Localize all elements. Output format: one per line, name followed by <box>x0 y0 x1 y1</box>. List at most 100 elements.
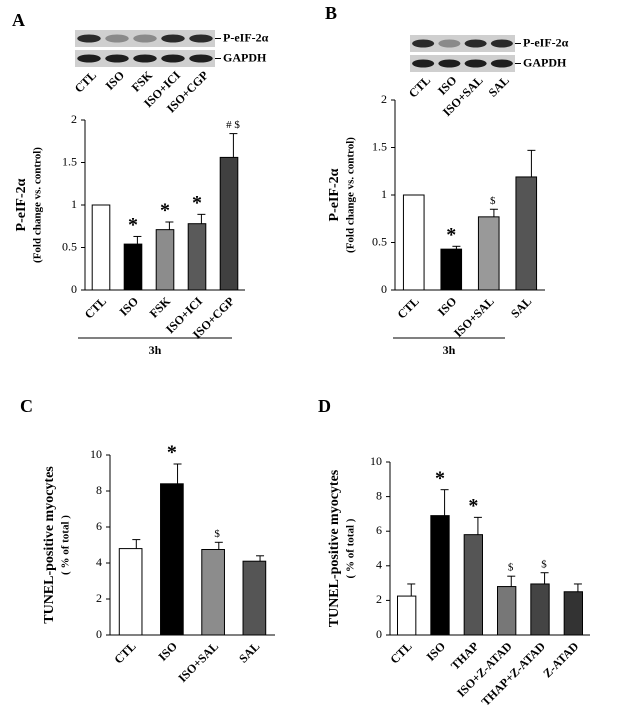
significance-mark: * <box>160 200 170 222</box>
blot-band <box>161 34 185 43</box>
bar <box>242 560 267 636</box>
y-tick-label: 4 <box>96 555 102 569</box>
y-tick-label: 1 <box>71 197 77 211</box>
blot-band <box>77 54 101 63</box>
blot-strip <box>410 55 515 72</box>
blot-band <box>438 59 461 68</box>
bar <box>187 223 207 291</box>
y-tick-label: 2 <box>71 112 77 126</box>
bar <box>563 591 584 636</box>
y-tick-label: 6 <box>96 519 102 533</box>
blot-band <box>189 54 213 63</box>
y-axis-label: P-eIF-2α <box>327 168 342 221</box>
significance-mark: * <box>192 192 202 214</box>
group-label: 3h <box>149 343 162 357</box>
blot-band <box>490 59 513 68</box>
x-tick-label: CTL <box>394 294 421 321</box>
y-axis-label: P-eIF-2α <box>14 178 29 231</box>
y-tick-label: 0 <box>96 627 102 641</box>
blot-label: GAPDH <box>523 55 567 69</box>
y-axis-sublabel: (Fold change vs. control) <box>345 137 357 253</box>
lane-label: SAL <box>486 73 512 99</box>
blot-band <box>438 39 461 48</box>
blot-label: GAPDH <box>223 50 267 64</box>
y-tick-label: 8 <box>376 488 382 502</box>
y-axis-label: TUNEL-positive myocytes <box>42 466 57 624</box>
lane-label: ISO <box>103 68 128 93</box>
blot-label: P-eIF-2α <box>523 35 569 49</box>
blot-band <box>490 39 513 48</box>
bar <box>201 549 225 636</box>
blot-band <box>412 59 435 68</box>
x-tick-label: ISO+SAL <box>175 639 221 685</box>
y-tick-label: 8 <box>96 483 102 497</box>
x-tick-label: CTL <box>387 639 414 666</box>
x-tick-label: ISO <box>155 639 180 664</box>
panel-letter: B <box>325 3 337 23</box>
y-tick-label: 6 <box>376 523 382 537</box>
blot-band <box>77 34 101 43</box>
blot-band <box>464 59 487 68</box>
y-tick-label: 10 <box>370 454 382 468</box>
y-tick-label: 0 <box>71 282 77 296</box>
lane-label: CTL <box>72 68 99 95</box>
y-tick-label: 2 <box>96 591 102 605</box>
blot-band <box>133 34 157 43</box>
significance-mark: $ <box>490 195 496 207</box>
blot-band <box>412 39 435 48</box>
significance-mark: * <box>128 214 138 236</box>
x-tick-label: ISO <box>117 294 142 319</box>
bar <box>118 548 143 636</box>
blot-band <box>464 39 487 48</box>
bar <box>397 595 417 636</box>
significance-mark: $ <box>508 562 514 574</box>
y-tick-label: 0 <box>381 282 387 296</box>
y-tick-label: 1 <box>381 187 387 201</box>
x-tick-label: CTL <box>111 639 138 666</box>
bar <box>402 194 425 291</box>
significance-mark: # $ <box>226 119 240 131</box>
x-tick-label: FSK <box>147 294 174 321</box>
significance-mark: $ <box>541 558 547 570</box>
bar <box>463 534 483 636</box>
blot-band <box>133 54 157 63</box>
blot-band <box>105 54 129 63</box>
bar <box>497 586 517 636</box>
x-tick-label: SAL <box>236 639 262 665</box>
y-tick-label: 1.5 <box>372 139 387 153</box>
blot-label: P-eIF-2α <box>223 30 269 44</box>
y-axis-sublabel: (Fold change vs. control) <box>32 147 44 263</box>
panel-letter: A <box>12 10 25 30</box>
significance-mark: * <box>435 467 445 489</box>
significance-mark: * <box>446 224 456 246</box>
x-tick-label: ISO <box>424 639 449 664</box>
x-tick-label: CTL <box>82 294 109 321</box>
y-tick-label: 0.5 <box>62 239 77 253</box>
significance-mark: * <box>468 495 478 517</box>
y-tick-label: 1.5 <box>62 154 77 168</box>
bar <box>155 229 175 291</box>
blot-strip <box>410 35 515 52</box>
group-label: 3h <box>443 343 456 357</box>
y-axis-sublabel: ( % of total ) <box>345 518 357 578</box>
significance-mark: * <box>167 442 177 464</box>
bar <box>515 176 538 291</box>
bar <box>160 483 184 636</box>
y-axis-sublabel: ( % of total ) <box>60 515 72 575</box>
x-tick-label: SAL <box>508 294 534 320</box>
bar <box>530 583 550 636</box>
bar <box>440 248 463 291</box>
panel-letter: C <box>20 396 33 416</box>
blot-band <box>105 34 129 43</box>
panel-letter: D <box>318 396 331 416</box>
blot-band <box>161 54 185 63</box>
bar <box>91 204 111 291</box>
y-tick-label: 2 <box>376 592 382 606</box>
y-tick-label: 0.5 <box>372 234 387 248</box>
bar <box>430 515 450 636</box>
y-tick-label: 2 <box>381 92 387 106</box>
y-tick-label: 0 <box>376 627 382 641</box>
significance-mark: $ <box>214 528 220 540</box>
lane-label: CTL <box>406 73 433 100</box>
